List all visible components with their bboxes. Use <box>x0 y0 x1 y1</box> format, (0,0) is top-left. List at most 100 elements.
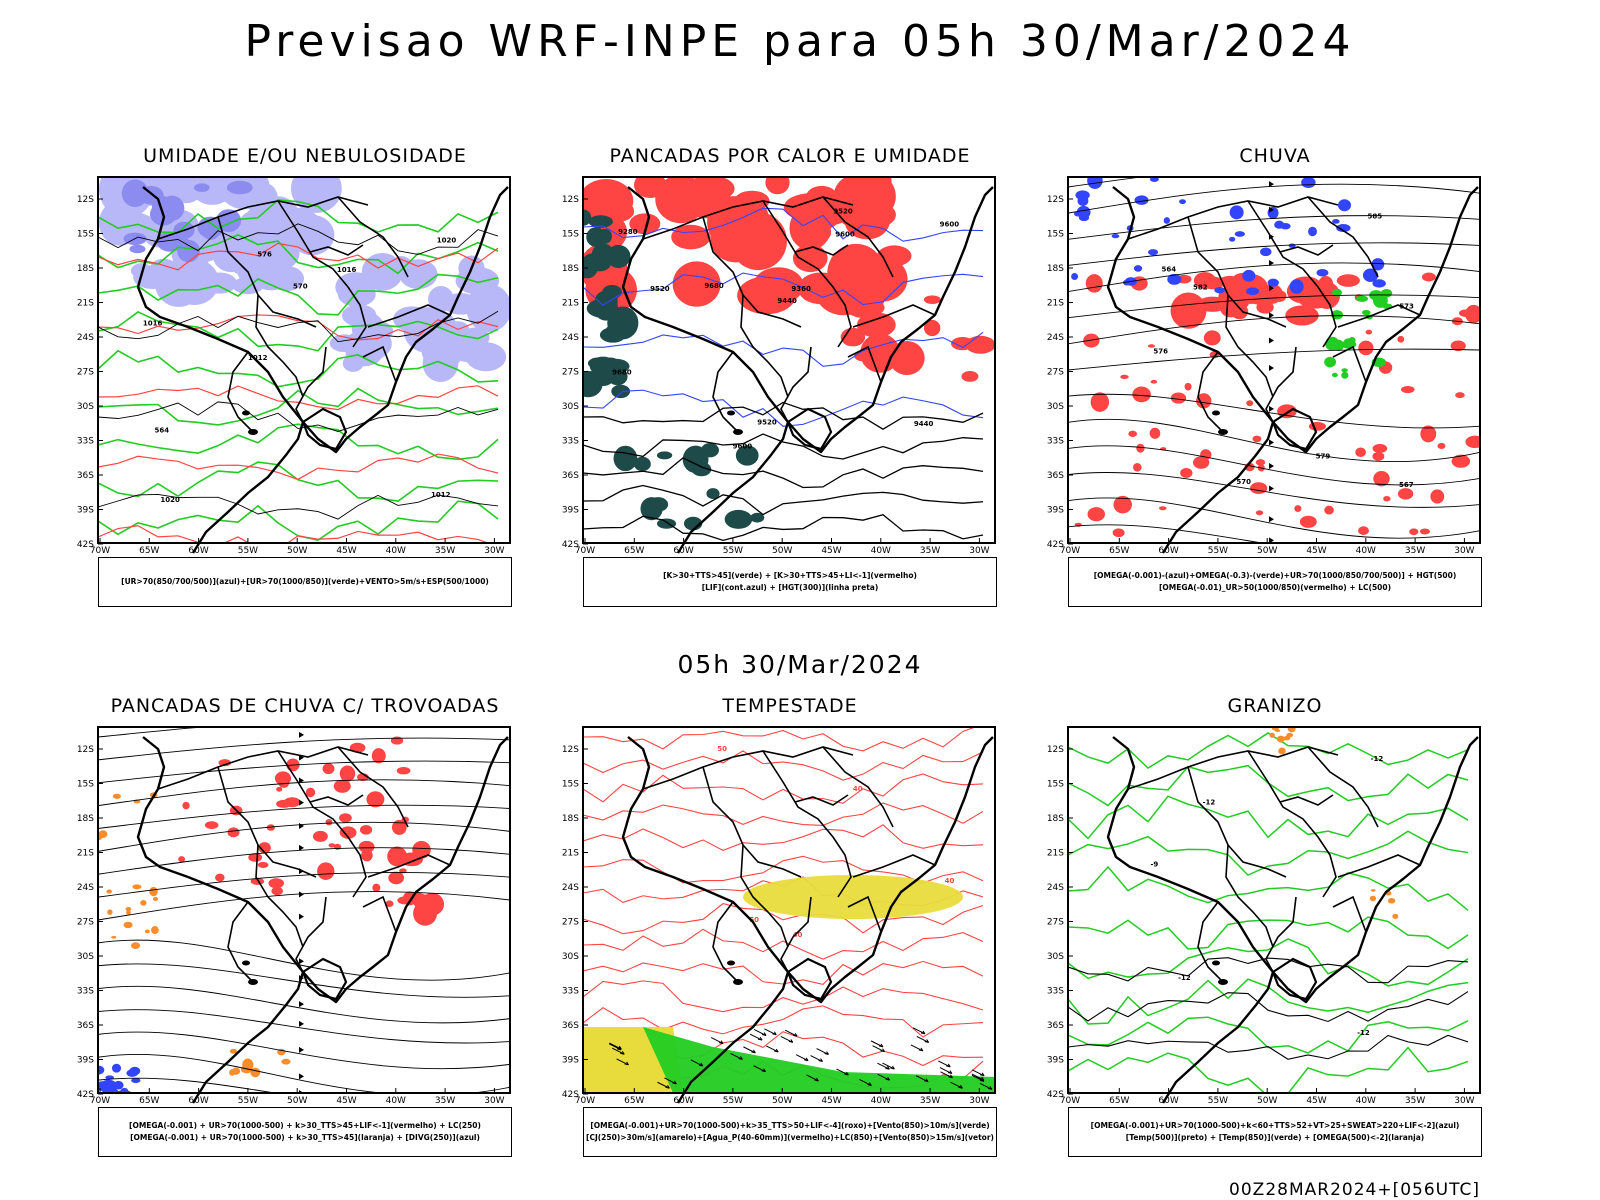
rain-shading <box>1087 507 1105 522</box>
contour-label: 9520 <box>650 285 670 293</box>
instability-shading <box>923 295 941 304</box>
temp500-contour <box>1068 1034 1469 1060</box>
map-chuva: 579 576 573 570 567 564 582 585 12S 15S 18S 21S 24S 2… <box>1047 176 1481 556</box>
streamline <box>1068 294 1480 319</box>
convection-shading <box>126 909 131 915</box>
humidity-contour <box>98 423 499 461</box>
thunderstorm-shading <box>182 801 190 810</box>
thickness-contour <box>98 314 499 341</box>
omega-shading <box>1134 195 1149 205</box>
thunderstorm-shading <box>358 840 375 853</box>
lat-tick-label: 30S <box>1047 952 1064 962</box>
legend-line-2: [OMEGA(-0.01)_UR>50(1000/850)(vermelho) … <box>1158 583 1392 592</box>
rain-shading <box>1365 329 1373 335</box>
lat-tick-label: 21S <box>562 849 579 859</box>
rain-shading <box>1397 488 1414 500</box>
lat-tick-label: 36S <box>562 1021 579 1031</box>
lat-tick-label: 12S <box>1047 745 1064 755</box>
heat-humidity-shading <box>602 284 622 300</box>
streamline <box>98 737 510 761</box>
contour-label: 579 <box>1316 453 1331 461</box>
lat-tick-label: 27S <box>1047 368 1064 378</box>
streamline-arrow <box>299 1001 304 1008</box>
streamline-arrow <box>299 1046 304 1053</box>
thunderstorm-shading <box>396 766 411 775</box>
rain-shading <box>1409 528 1419 536</box>
country-border <box>1197 351 1224 433</box>
wind-vector <box>971 1074 985 1082</box>
precipitable-water-contour <box>583 750 984 781</box>
contour-label: 576 <box>257 251 272 259</box>
omega-hail-shading <box>1278 747 1286 755</box>
rain-shading <box>1133 463 1142 472</box>
lon-tick-label: 70W <box>90 1096 110 1106</box>
lat-tick-label: 30S <box>77 952 94 962</box>
omega-shading <box>1371 258 1385 271</box>
lon-tick-label: 30W <box>969 1096 989 1106</box>
humidity-contour <box>98 233 499 275</box>
precipitable-water-contour <box>583 824 984 852</box>
lon-tick-label: 70W <box>1060 1096 1080 1106</box>
streamline <box>1068 393 1480 429</box>
panel-title: PANCADAS POR CALOR E UMIDADE <box>609 145 971 167</box>
lat-tick-label: 21S <box>77 849 94 859</box>
lat-tick-label: 15S <box>1047 230 1064 240</box>
lon-tick-label: 30W <box>969 546 989 556</box>
instability-shading <box>792 244 828 273</box>
lat-tick-label: 39S <box>1047 1056 1064 1066</box>
lat-tick-label: 27S <box>562 918 579 928</box>
country-border <box>780 346 812 423</box>
lat-tick-label: 33S <box>1047 437 1064 447</box>
omega-shading <box>1242 269 1256 282</box>
pressure-contour <box>98 494 499 520</box>
heat-humidity-shading <box>691 462 712 477</box>
panel-title: UMIDADE E/OU NEBULOSIDADE <box>143 145 467 167</box>
lon-tick-label: 50W <box>287 546 307 556</box>
lake-marker <box>1218 429 1228 435</box>
wind-vector <box>608 1043 622 1051</box>
streamline <box>98 891 510 921</box>
wind-vector <box>872 1045 885 1053</box>
heat-humidity-shading <box>706 488 720 499</box>
streamline <box>1068 262 1480 293</box>
country-border <box>740 844 789 948</box>
rain-shading <box>1203 330 1221 346</box>
divergence-shading <box>131 1077 141 1084</box>
rain-shading-dense <box>1285 305 1319 326</box>
wind-vector <box>710 1037 724 1045</box>
convection-shading <box>242 1058 254 1071</box>
convection-shading <box>144 929 150 934</box>
streamline <box>1068 177 1145 188</box>
instability-shading <box>877 281 898 294</box>
instability-shading <box>629 213 661 235</box>
lat-tick-label: 18S <box>77 814 94 824</box>
lon-tick-label: 65W <box>139 546 159 556</box>
panel-pancadas-calor: PANCADAS POR CALOR E UMIDADE 9680 9680 960… <box>555 145 1025 625</box>
instability-shading <box>804 221 832 243</box>
country-border <box>309 244 364 256</box>
thunderstorm-shading <box>328 843 336 848</box>
run-info-footer: 00Z28MAR2024+[056UTC] <box>1229 1180 1480 1200</box>
omega-shading <box>1338 199 1352 212</box>
temp850-contour <box>1068 795 1469 840</box>
geography-layer <box>1106 186 1479 554</box>
lon-tick-label: 35W <box>1405 546 1425 556</box>
map-tempestade: 50 40 40 50 40 12S 15S 18S 21S 24S 27S 30S 33S 36S 39S… <box>562 726 996 1106</box>
contour-label: 567 <box>1399 481 1414 489</box>
lat-tick-label: 24S <box>562 883 579 893</box>
omega-strong-shading <box>1332 288 1343 297</box>
streamline-arrow <box>1269 260 1274 267</box>
rain-shading <box>1246 400 1254 407</box>
omega-shading <box>1234 231 1245 237</box>
thunderstorm-shading <box>204 821 219 829</box>
legend-line-1: [OMEGA(-0.001)-(azul)+OMEGA(-0.3)-(verde… <box>1093 571 1457 580</box>
rain-shading <box>1085 274 1103 293</box>
streamline-arrow <box>299 731 304 738</box>
country-border <box>794 794 849 806</box>
omega-shading <box>1362 268 1379 283</box>
streamline <box>98 847 510 875</box>
lat-tick-label: 21S <box>1047 849 1064 859</box>
rain-shading <box>1372 443 1388 453</box>
omega-strong-shading <box>1380 288 1393 298</box>
map-granizo: -12 -12 -12 -12 -9 12S 15S 18S 21S 24S 27S 30S 33S 36… <box>1047 726 1481 1106</box>
